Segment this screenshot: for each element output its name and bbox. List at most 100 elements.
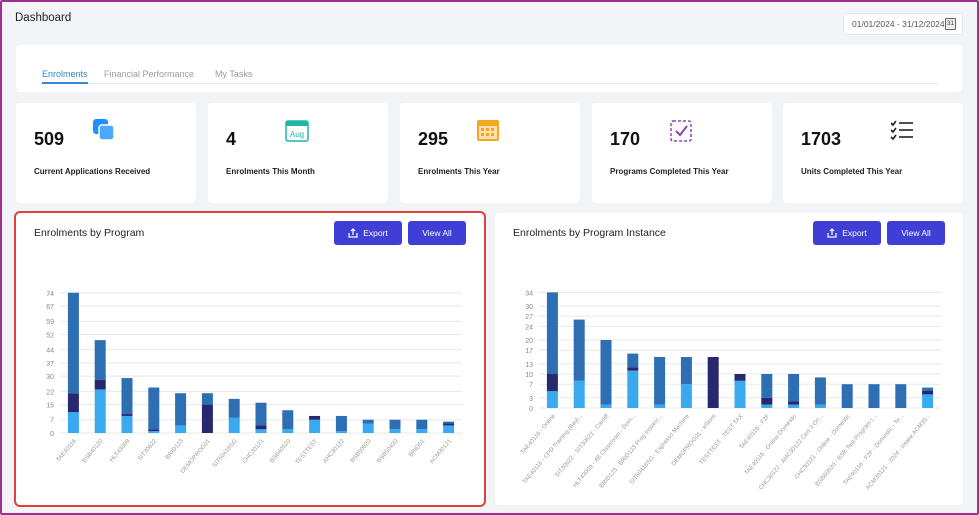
- bar-segment[interactable]: [814, 404, 826, 408]
- y-tick-label: 10: [525, 372, 533, 379]
- bar-segment[interactable]: [389, 429, 401, 433]
- bar-segment[interactable]: [600, 404, 612, 408]
- stat-value: 1703: [801, 129, 842, 149]
- bar-segment[interactable]: [546, 292, 558, 374]
- view-all-button[interactable]: View All: [408, 221, 466, 245]
- bar-segment[interactable]: [680, 384, 692, 408]
- bar-segment[interactable]: [389, 419, 401, 430]
- bar-segment[interactable]: [922, 387, 934, 391]
- bar-segment[interactable]: [121, 414, 133, 416]
- bar-segment[interactable]: [94, 340, 106, 380]
- y-tick-label: 17: [525, 348, 533, 355]
- bar-segment[interactable]: [335, 415, 347, 432]
- tab-enrolments[interactable]: Enrolments: [42, 69, 88, 84]
- stat-label: Programs Completed This Year: [610, 167, 729, 176]
- bar-segment[interactable]: [443, 423, 455, 426]
- bar-segment[interactable]: [255, 429, 267, 433]
- x-tick-label: BRID123: [165, 438, 186, 461]
- y-tick-label: 15: [46, 403, 54, 410]
- bar-segment[interactable]: [573, 380, 585, 408]
- bar-segment[interactable]: [680, 357, 692, 385]
- tabs-divider: [40, 83, 938, 84]
- bar-segment[interactable]: [228, 417, 240, 433]
- tab-my-tasks[interactable]: My Tasks: [215, 69, 253, 79]
- bar-segment[interactable]: [309, 419, 321, 433]
- x-tick-label: CHC30121: [242, 438, 266, 465]
- bar-segment[interactable]: [228, 398, 240, 418]
- panel-title: Enrolments by Program Instance: [513, 227, 666, 239]
- bar-segment[interactable]: [94, 389, 106, 433]
- tab-financial-performance[interactable]: Financial Performance: [104, 69, 195, 79]
- date-range-value: 01/01/2024 - 31/12/2024: [852, 19, 945, 29]
- x-tick-label: DEMOPROG01 - eStore: [671, 413, 718, 467]
- bar-segment[interactable]: [362, 423, 374, 433]
- bar-segment[interactable]: [175, 425, 187, 433]
- bar-segment[interactable]: [416, 419, 428, 430]
- bar-segment[interactable]: [788, 401, 800, 405]
- bar-segment[interactable]: [922, 391, 934, 395]
- bar-segment[interactable]: [707, 357, 719, 408]
- bar-segment[interactable]: [67, 412, 79, 433]
- bar-segment[interactable]: [121, 378, 133, 415]
- export-button[interactable]: Export: [813, 221, 881, 245]
- x-tick-label: DEMOPROG01: [180, 438, 212, 475]
- y-tick-label: 59: [46, 319, 54, 326]
- x-tick-label: SIT30622 - SIT30622 - Cardiff: [554, 413, 610, 479]
- bar-segment[interactable]: [255, 425, 267, 430]
- x-tick-label: TAE40116 - Online-Domestic: [744, 413, 798, 476]
- view-all-button[interactable]: View All: [887, 221, 945, 245]
- bar-segment[interactable]: [201, 404, 213, 433]
- bar-segment[interactable]: [362, 419, 374, 424]
- bar-segment[interactable]: [868, 384, 880, 408]
- bar-segment[interactable]: [814, 377, 826, 405]
- bar-segment[interactable]: [734, 380, 746, 408]
- bar-segment[interactable]: [309, 415, 321, 420]
- bar-segment[interactable]: [627, 367, 639, 371]
- bar-segment[interactable]: [895, 384, 907, 408]
- bar-segment[interactable]: [734, 374, 746, 381]
- stat-value: 509: [34, 129, 65, 149]
- bar-segment[interactable]: [573, 319, 585, 381]
- date-range-picker[interactable]: 01/01/2024 - 31/12/2024 31: [843, 13, 963, 35]
- bar-segment[interactable]: [148, 431, 160, 433]
- bar-segment[interactable]: [443, 421, 455, 424]
- bar-segment[interactable]: [761, 404, 773, 408]
- bar-segment[interactable]: [546, 374, 558, 391]
- bar-segment[interactable]: [627, 370, 639, 408]
- bar-segment[interactable]: [600, 340, 612, 405]
- bar-segment[interactable]: [335, 431, 347, 433]
- bar-segment[interactable]: [148, 387, 160, 430]
- tabs-card: Enrolments Financial Performance My Task…: [16, 45, 962, 92]
- bar-segment[interactable]: [282, 429, 294, 433]
- x-tick-label: SIT50416SG: [212, 438, 239, 469]
- bar-segment[interactable]: [654, 404, 666, 408]
- bar-segment[interactable]: [121, 415, 133, 433]
- chart-enrolments-by-program: 0 7 15 22 30 37 44 52 59 67 74 TAE40116 BSB40120 HLT4…: [46, 291, 462, 475]
- bar-segment[interactable]: [67, 292, 79, 394]
- bar-segment[interactable]: [788, 374, 800, 402]
- export-button[interactable]: Export: [334, 221, 402, 245]
- bar-segment[interactable]: [627, 353, 639, 368]
- bar-segment[interactable]: [148, 429, 160, 432]
- bar-segment[interactable]: [761, 397, 773, 405]
- bar-segment[interactable]: [443, 425, 455, 433]
- export-icon: [827, 228, 837, 238]
- bar-segment[interactable]: [654, 357, 666, 405]
- bar-segment[interactable]: [255, 402, 267, 426]
- calendar-icon[interactable]: 31: [945, 18, 956, 30]
- bar-segment[interactable]: [416, 429, 428, 433]
- bar-segment[interactable]: [94, 379, 106, 390]
- bar-segment[interactable]: [67, 393, 79, 413]
- bar-segment[interactable]: [282, 410, 294, 430]
- x-tick-label: SIT30622: [137, 438, 159, 462]
- bar-segment[interactable]: [201, 393, 213, 405]
- bar-segment[interactable]: [922, 394, 934, 408]
- bar-segment[interactable]: [761, 374, 773, 398]
- y-tick-label: 0: [529, 406, 533, 413]
- bar-segment[interactable]: [175, 393, 187, 426]
- y-tick-label: 30: [46, 374, 54, 381]
- bar-segment[interactable]: [841, 384, 853, 408]
- y-tick-label: 7: [529, 382, 533, 389]
- bar-segment[interactable]: [546, 391, 558, 408]
- bar-segment[interactable]: [788, 404, 800, 408]
